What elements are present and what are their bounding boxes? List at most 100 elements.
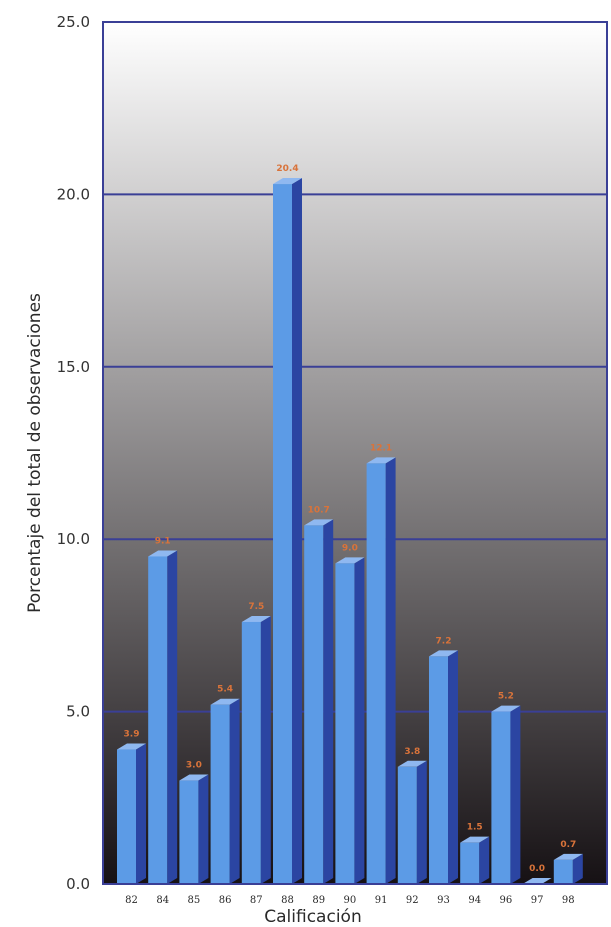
data-label: 0.0 — [529, 864, 545, 874]
x-tick-label: 98 — [562, 895, 575, 906]
bar — [553, 853, 583, 884]
bar-front — [491, 711, 511, 884]
bar-front — [241, 621, 261, 884]
bar-side — [229, 698, 240, 884]
x-tick-label: 90 — [344, 895, 357, 906]
data-label: 5.2 — [498, 692, 514, 702]
y-tick-label: 0.0 — [66, 875, 90, 893]
bar-top — [522, 878, 552, 884]
bar-side — [572, 853, 583, 884]
bar-front — [304, 525, 324, 884]
data-label: 9.1 — [155, 536, 171, 546]
bar-front — [397, 766, 417, 884]
bars — [117, 178, 583, 884]
data-label: 20.4 — [276, 164, 298, 174]
data-label: 7.5 — [248, 602, 264, 612]
bar-side — [260, 615, 271, 884]
bar — [210, 698, 240, 884]
x-tick-label: 82 — [125, 895, 138, 906]
y-tick-label: 10.0 — [57, 530, 90, 548]
data-label: 3.8 — [404, 747, 420, 757]
bar-top — [304, 519, 334, 526]
bar — [491, 705, 521, 884]
y-tick-label: 25.0 — [57, 13, 90, 31]
bar-front — [366, 463, 386, 884]
bar-top — [397, 760, 427, 767]
x-tick-label: 91 — [375, 895, 388, 906]
y-tick-label: 20.0 — [57, 185, 90, 203]
bar-front — [429, 656, 448, 884]
y-axis-title: Porcentaje del total de observaciones — [25, 293, 45, 613]
data-label: 12.1 — [370, 443, 392, 453]
bar-front — [460, 842, 480, 884]
bar — [179, 774, 209, 884]
bar — [335, 557, 365, 884]
data-label: 3.9 — [124, 730, 140, 740]
bar-top — [148, 550, 178, 557]
x-tick-label: 89 — [312, 895, 325, 906]
y-tick-label: 5.0 — [66, 703, 90, 721]
x-tick-label: 93 — [437, 895, 450, 906]
data-label: 0.7 — [560, 840, 576, 850]
bar-top — [117, 743, 146, 750]
bar — [397, 760, 427, 884]
x-axis-title: Calificación — [264, 907, 361, 927]
bar-front — [117, 749, 136, 884]
data-label: 1.5 — [467, 823, 483, 833]
bar-top — [179, 774, 209, 781]
y-tick-label: 15.0 — [57, 358, 90, 376]
data-label: 10.7 — [308, 505, 330, 515]
bar-front — [553, 859, 573, 884]
bar-side — [354, 557, 365, 884]
bar — [366, 457, 396, 884]
bar-side — [448, 650, 458, 884]
y-axis-ticks: 0.0 5.0 10.0 15.0 20.0 25.0 — [57, 13, 90, 893]
bar-top — [273, 178, 302, 185]
bar — [148, 550, 178, 884]
x-tick-label: 84 — [156, 895, 169, 906]
bar-top — [366, 457, 396, 464]
x-tick-label: 96 — [500, 895, 513, 906]
bar-side — [136, 743, 146, 884]
bar-front — [273, 184, 292, 884]
bar-top — [241, 615, 271, 622]
bar-top — [429, 650, 458, 657]
bar — [429, 650, 458, 884]
data-label: 9.0 — [342, 543, 358, 553]
bar-top — [553, 853, 583, 860]
data-label: 7.2 — [436, 636, 452, 646]
x-tick-label: 94 — [468, 895, 481, 906]
bar-top — [210, 698, 240, 705]
bar-side — [416, 760, 427, 884]
x-tick-label: 97 — [531, 895, 544, 906]
bar — [117, 743, 146, 884]
data-label: 3.0 — [186, 761, 202, 771]
bar-front — [210, 704, 230, 884]
bar-front — [148, 556, 168, 884]
x-tick-label: 85 — [188, 895, 201, 906]
bar-side — [292, 178, 302, 884]
bar-side — [385, 457, 396, 884]
plot-frame — [102, 21, 608, 885]
bar-front — [179, 780, 199, 884]
grid-lines — [103, 193, 607, 713]
bar-front — [335, 563, 355, 884]
bar — [460, 836, 490, 884]
bar — [273, 178, 302, 884]
bar — [304, 519, 334, 884]
bar-top — [335, 557, 365, 564]
data-labels: 3.9 9.1 3.0 5.4 7.5 20.4 10.7 9.0 12.1 3.8 7.2 1.5 5… — [124, 164, 577, 874]
bar-top — [460, 836, 490, 843]
bar-side — [167, 550, 178, 884]
bar-side — [198, 774, 209, 884]
x-axis-ticks: 82 84 85 86 87 88 89 90 91 92 93 94 96 97 98 — [125, 895, 575, 906]
bar — [522, 878, 552, 884]
bar — [241, 615, 271, 884]
x-tick-label: 86 — [219, 895, 232, 906]
x-tick-label: 92 — [406, 895, 419, 906]
bar-side — [510, 705, 521, 884]
x-tick-label: 88 — [281, 895, 294, 906]
bar-top — [491, 705, 521, 712]
bar-side — [323, 519, 334, 884]
